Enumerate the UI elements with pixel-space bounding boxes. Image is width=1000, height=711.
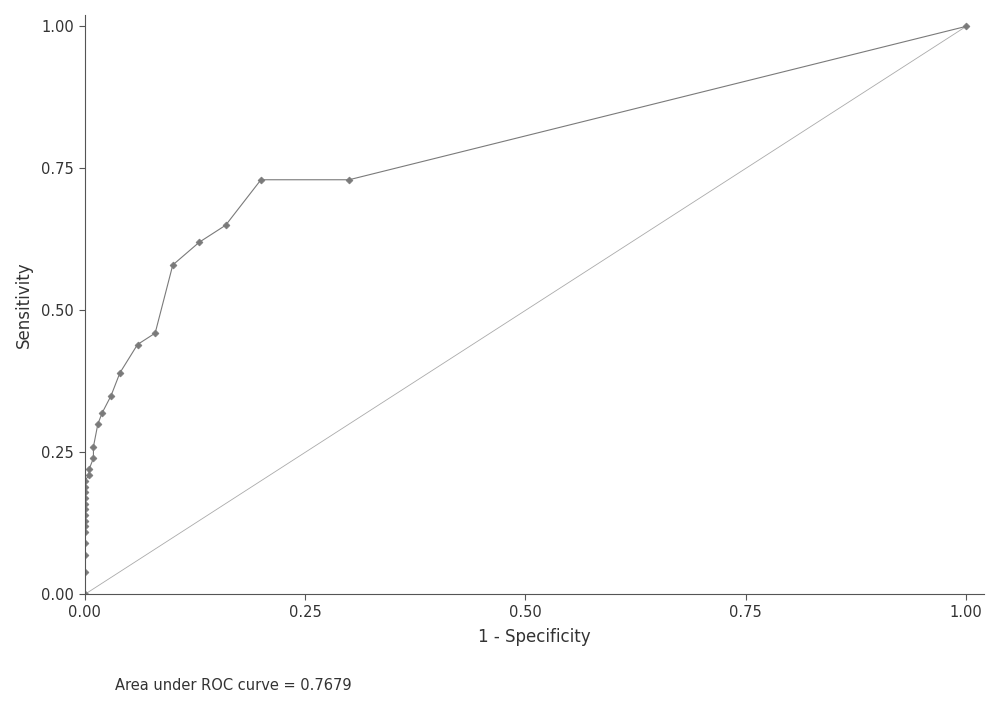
Y-axis label: Sensitivity: Sensitivity [15,262,33,348]
X-axis label: 1 - Specificity: 1 - Specificity [478,629,591,646]
Text: Area under ROC curve = 0.7679: Area under ROC curve = 0.7679 [115,678,352,693]
